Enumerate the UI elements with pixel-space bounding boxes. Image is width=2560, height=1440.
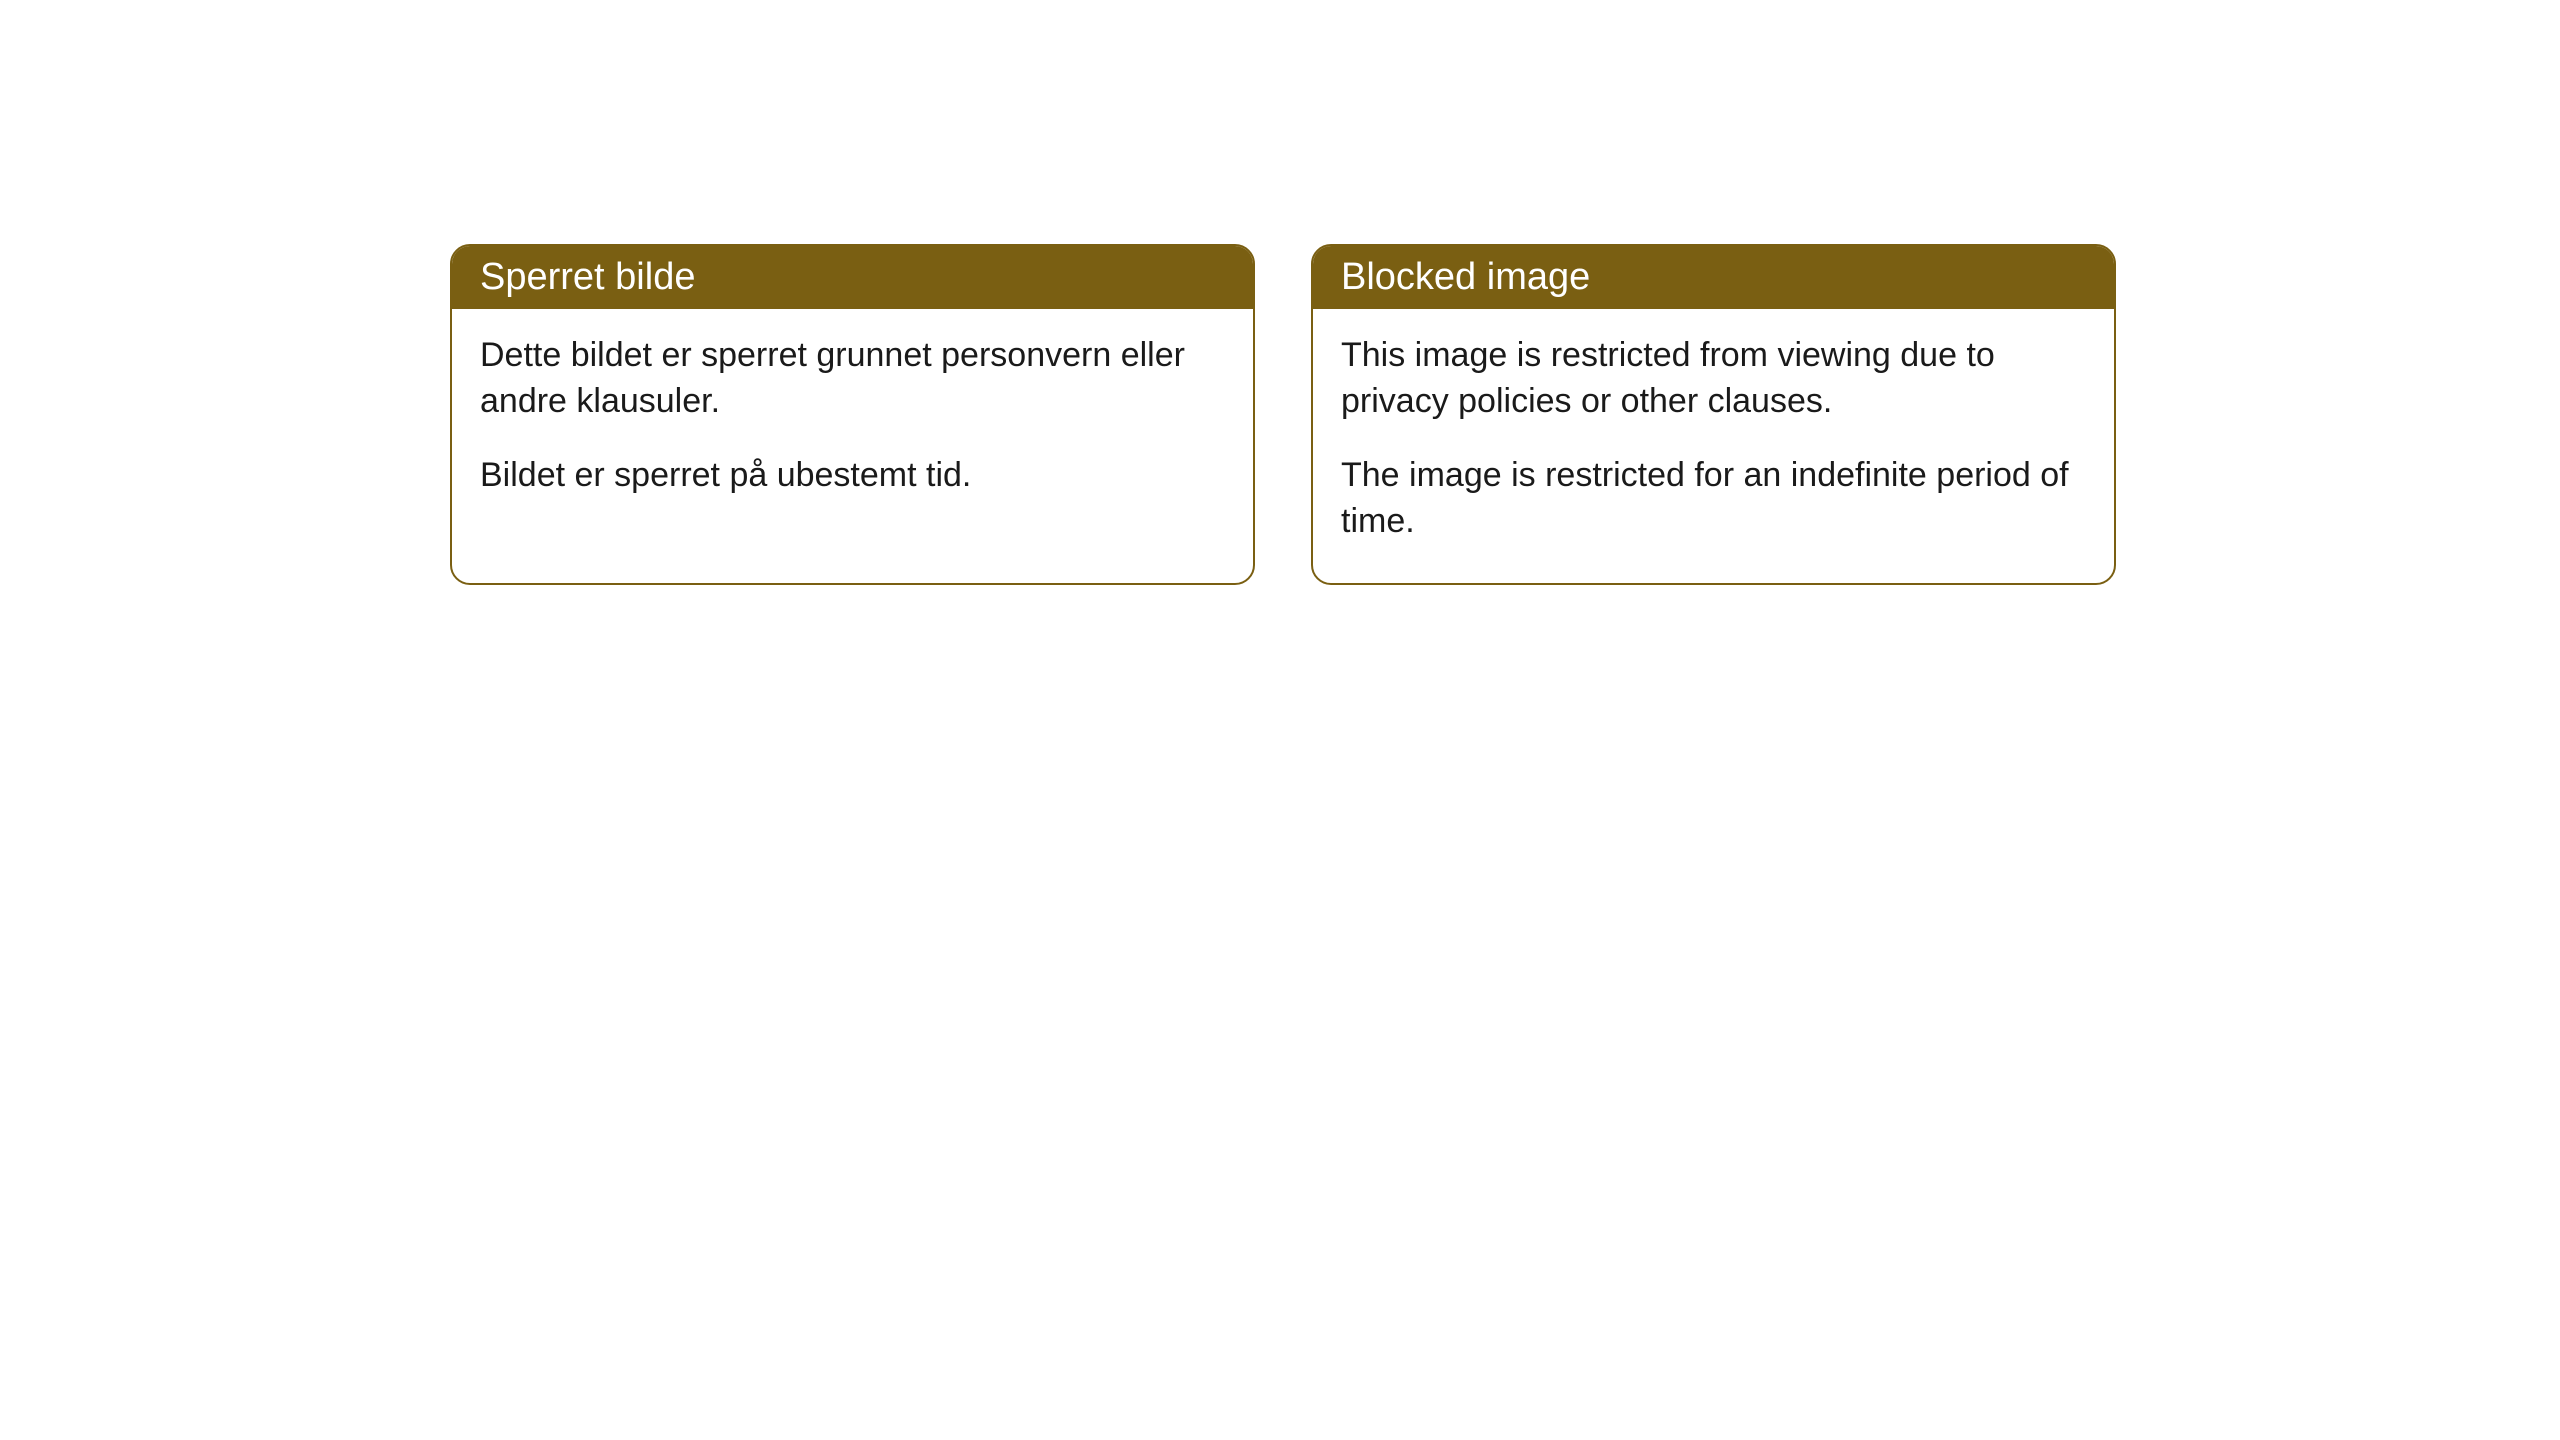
notice-card-english: Blocked image This image is restricted f… xyxy=(1311,244,2116,585)
card-body: Dette bildet er sperret grunnet personve… xyxy=(452,309,1253,537)
card-paragraph: Dette bildet er sperret grunnet personve… xyxy=(480,333,1225,425)
notice-cards-container: Sperret bilde Dette bildet er sperret gr… xyxy=(450,244,2116,585)
card-header: Sperret bilde xyxy=(452,246,1253,309)
card-paragraph: The image is restricted for an indefinit… xyxy=(1341,453,2086,545)
notice-card-norwegian: Sperret bilde Dette bildet er sperret gr… xyxy=(450,244,1255,585)
card-paragraph: Bildet er sperret på ubestemt tid. xyxy=(480,453,1225,499)
card-title: Sperret bilde xyxy=(480,256,695,298)
card-title: Blocked image xyxy=(1341,256,1590,298)
card-body: This image is restricted from viewing du… xyxy=(1313,309,2114,583)
card-paragraph: This image is restricted from viewing du… xyxy=(1341,333,2086,425)
card-header: Blocked image xyxy=(1313,246,2114,309)
